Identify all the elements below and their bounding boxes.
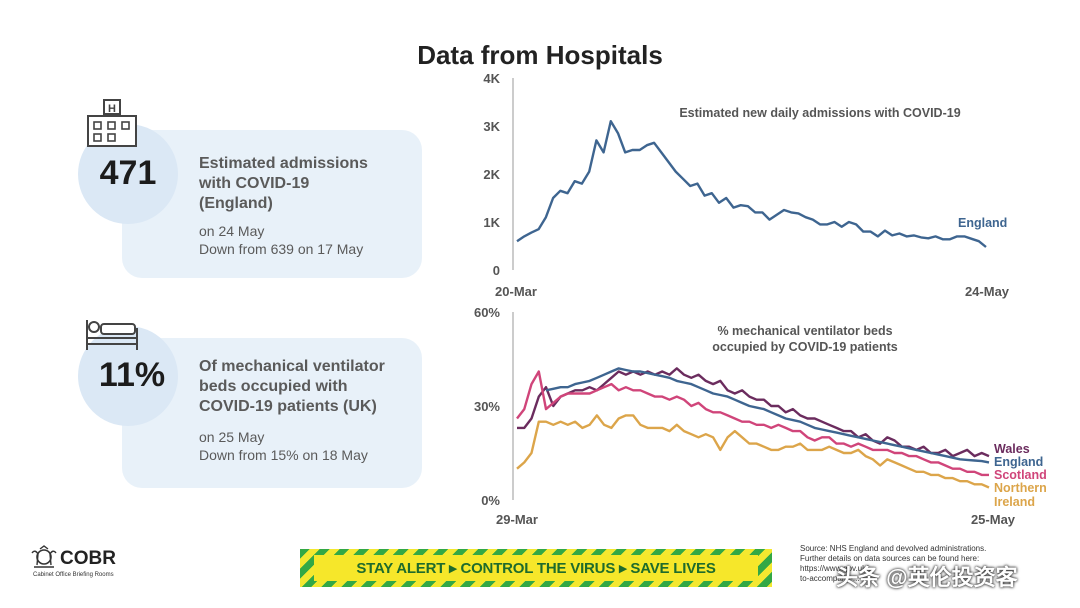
series-label-line: England: [994, 455, 1043, 469]
admissions-description: Estimated admissions with COVID-19 (Engl…: [199, 155, 368, 212]
series-line-england: [516, 120, 987, 248]
ventilator-description: Of mechanical ventilator beds occupied w…: [199, 358, 385, 415]
page-title: Data from Hospitals: [417, 40, 663, 70]
series-line-northern-ireland: [516, 414, 990, 489]
series-label: Scotland: [994, 468, 1047, 482]
royal-crest-icon: [31, 545, 57, 568]
source-note: Source: NHS England and devolved adminis…: [800, 544, 987, 583]
hospital-icon: H: [87, 99, 137, 147]
admissions-detail: on 24 May Down from 639 on 17 May: [199, 223, 364, 257]
ventilator-value: 11%: [98, 356, 166, 394]
admissions-value: 471: [99, 154, 157, 192]
y-tick-label: 30%: [474, 399, 500, 414]
chart-title: Estimated new daily admissions with COVI…: [679, 106, 960, 120]
series-line-england: [545, 367, 990, 464]
ventilator-detail: on 25 May Down from 15% on 18 May: [199, 429, 368, 463]
chart-title: % mechanical ventilator beds occupied by …: [712, 324, 898, 354]
series-label-line: Wales: [994, 442, 1030, 456]
ventilator-circle: [78, 326, 178, 426]
y-tick-label: 2K: [483, 167, 500, 182]
series-label-line: Scotland: [994, 468, 1047, 482]
cobr-logo-text: COBR: [60, 548, 116, 569]
series-label: England: [994, 455, 1043, 469]
watermark: 头条 @英伦投资客: [836, 565, 1018, 590]
chart-title-line: % mechanical ventilator beds: [717, 324, 892, 338]
stay-alert-text: STAY ALERT ▸ CONTROL THE VIRUS ▸ SAVE LI…: [314, 555, 758, 581]
y-tick-label: 1K: [483, 215, 500, 230]
cobr-logo-subtitle: Cabinet Office Briefing Rooms: [33, 572, 114, 578]
y-tick-label: 0%: [481, 493, 500, 508]
series-label-line: England: [958, 216, 1007, 230]
x-end-label: 25-May: [971, 512, 1016, 527]
chart-title-line: occupied by COVID-19 patients: [712, 340, 898, 354]
x-end-label: 24-May: [965, 284, 1010, 299]
chart-1: 0 1K 2K 3K 4K 20-Mar 24-May Estimated new daily…: [483, 71, 1009, 299]
y-tick-label: 3K: [483, 119, 500, 134]
y-tick-label: 0: [493, 263, 500, 278]
series-label-line: Ireland: [994, 495, 1035, 509]
series-line-scotland: [516, 370, 989, 477]
series-label-line: Northern: [994, 481, 1047, 495]
series-label: England: [958, 216, 1007, 230]
hospital-bed-icon: [86, 320, 138, 350]
y-tick-label: 60%: [474, 305, 500, 320]
y-tick-label: 4K: [483, 71, 500, 86]
stay-alert-banner: STAY ALERT ▸ CONTROL THE VIRUS ▸ SAVE LI…: [300, 549, 772, 587]
series-label: Northern Ireland: [994, 481, 1047, 509]
series-label: Wales: [994, 442, 1030, 456]
chart-2: 0% 30% 60% 29-Mar 25-May % mechanical ventila…: [474, 305, 1047, 527]
x-start-label: 29-Mar: [496, 512, 538, 527]
svg-text:H: H: [108, 103, 116, 115]
x-start-label: 20-Mar: [495, 284, 537, 299]
